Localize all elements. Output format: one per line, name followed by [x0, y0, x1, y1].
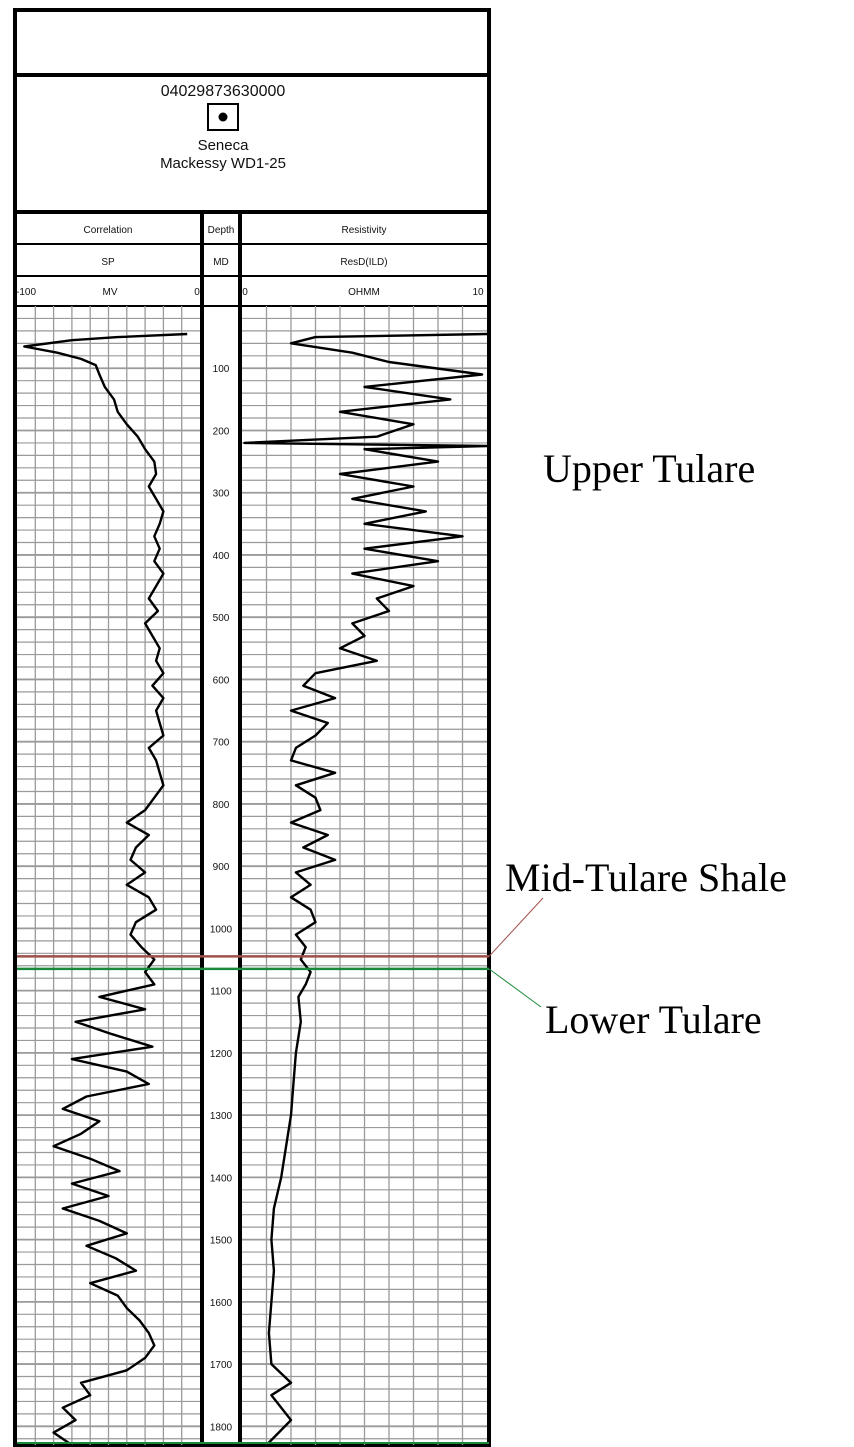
sp-curve: [23, 332, 188, 1446]
resistivity-curve: [243, 332, 489, 1446]
depth-tick-label: 900: [213, 862, 230, 873]
depth-tick-label: 1000: [210, 924, 233, 935]
sp-scale-left: -100: [16, 287, 36, 298]
resd-unit: OHMM: [348, 287, 380, 298]
log-frame: [13, 8, 491, 1447]
depth-tick-label: 800: [213, 800, 230, 811]
depth-tick-label: 500: [213, 613, 230, 624]
operator-name: Seneca: [198, 137, 250, 154]
formation-markers: [17, 897, 544, 1444]
depth-tick-label: 1700: [210, 1360, 233, 1371]
well-symbol-box: [207, 103, 239, 131]
oil-well-icon: [218, 112, 228, 122]
depth-tick-label: 1100: [210, 987, 232, 998]
mid-tulare-shale-leader: [488, 897, 544, 957]
depth-tick-label: 200: [213, 426, 230, 437]
upper-tulare-label: Upper Tulare: [543, 446, 755, 491]
depth-tick-label: 100: [213, 364, 230, 375]
depth-track-title: Depth: [208, 225, 235, 236]
lower-tulare-leader: [488, 968, 542, 1008]
depth-tick-label: 700: [213, 738, 230, 749]
depth-tick-label: 1600: [210, 1298, 233, 1309]
sp-curve-name: SP: [101, 257, 115, 268]
resd-scale-right: 10: [472, 287, 484, 298]
depth-tick-label: 1400: [210, 1173, 233, 1184]
resd-scale-left: 0: [242, 287, 248, 298]
depth-tick-label: 1800: [210, 1422, 233, 1433]
log-curves: [23, 332, 489, 1446]
lower-tulare-label: Lower Tulare: [545, 997, 762, 1042]
depth-tick-label: 300: [213, 489, 230, 500]
well-name: Mackessy WD1-25: [160, 155, 286, 172]
depth-tick-label: 1200: [210, 1049, 233, 1060]
depth-tick-label: 1500: [210, 1236, 233, 1247]
depth-tick-labels: 100 200 300 400 500 600 700 800 900 1000 1100 1200 1…: [210, 364, 233, 1433]
resistivity-track-title: Resistivity: [341, 225, 386, 236]
api-number: 04029873630000: [161, 83, 286, 100]
correlation-track-title: Correlation: [84, 225, 133, 236]
depth-tick-label: 400: [213, 551, 230, 562]
md-curve-name: MD: [213, 257, 229, 268]
mid-tulare-shale-label: Mid-Tulare Shale: [505, 855, 787, 900]
sp-unit: MV: [103, 287, 118, 298]
depth-tick-label: 1300: [210, 1111, 233, 1122]
grid-lines: [17, 306, 487, 1445]
resd-curve-name: ResD(ILD): [340, 257, 387, 268]
depth-tick-label: 600: [213, 675, 230, 686]
sp-scale-right: 0: [194, 287, 200, 298]
